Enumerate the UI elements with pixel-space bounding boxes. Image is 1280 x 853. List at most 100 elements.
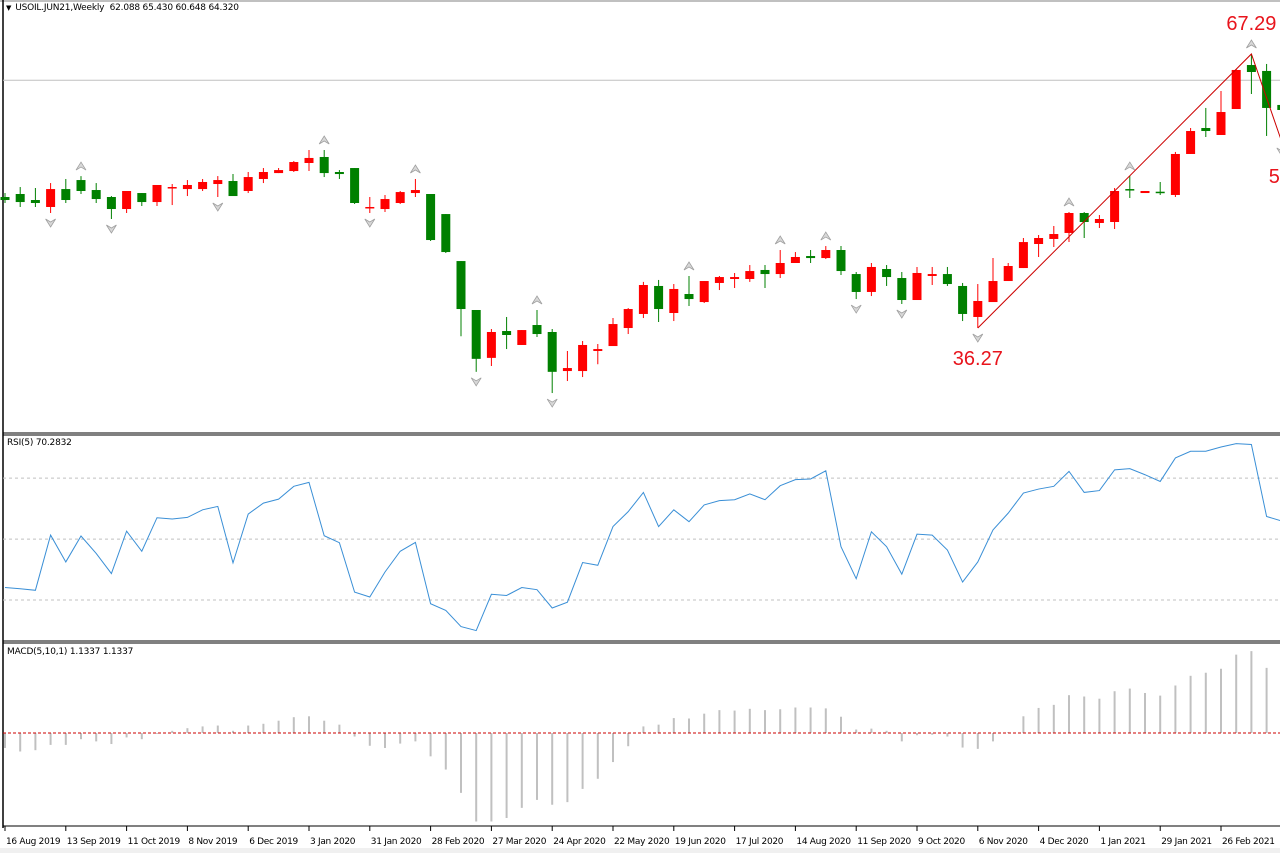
candle-body: [973, 300, 983, 317]
candle[interactable]: [1094, 215, 1104, 229]
candle[interactable]: [578, 341, 588, 378]
candle[interactable]: [1216, 90, 1226, 135]
candle[interactable]: [1186, 128, 1196, 154]
candle[interactable]: [61, 178, 71, 204]
candle[interactable]: [942, 266, 952, 286]
time-tick-label: 19 Jun 2020: [675, 837, 726, 847]
candle[interactable]: [243, 172, 253, 194]
candle-body: [745, 271, 755, 279]
price-panel[interactable]: 36.27 67.29 57.: [0, 13, 1280, 408]
candle[interactable]: [502, 316, 512, 350]
candle[interactable]: [547, 328, 557, 394]
candle[interactable]: [0, 193, 10, 204]
candle[interactable]: [334, 170, 344, 179]
candle-body: [1140, 190, 1150, 194]
candle[interactable]: [866, 262, 876, 297]
candle[interactable]: [1140, 190, 1150, 194]
candle[interactable]: [319, 150, 329, 178]
candle[interactable]: [486, 328, 496, 367]
candle[interactable]: [760, 265, 770, 288]
candle[interactable]: [76, 176, 86, 195]
candle[interactable]: [152, 184, 162, 207]
candle[interactable]: [410, 178, 420, 198]
candle[interactable]: [882, 265, 892, 286]
candle[interactable]: [46, 183, 56, 213]
triangle-down-icon[interactable]: ▼: [6, 4, 12, 12]
candle[interactable]: [91, 183, 101, 204]
candle[interactable]: [608, 318, 618, 347]
candle[interactable]: [714, 275, 724, 291]
candle[interactable]: [182, 180, 192, 197]
candle[interactable]: [1110, 187, 1120, 229]
candle-body: [1216, 112, 1226, 135]
candle[interactable]: [471, 309, 481, 372]
candle[interactable]: [30, 187, 40, 207]
candle[interactable]: [927, 266, 937, 285]
candle[interactable]: [1231, 68, 1241, 110]
candle[interactable]: [638, 281, 648, 319]
candle[interactable]: [1170, 151, 1180, 198]
candle[interactable]: [213, 176, 223, 198]
candle[interactable]: [106, 196, 116, 220]
candle[interactable]: [258, 168, 268, 184]
candle[interactable]: [821, 246, 831, 260]
macd-panel[interactable]: [3, 651, 1280, 822]
time-tick-label: 8 Nov 2019: [188, 837, 237, 847]
candle[interactable]: [350, 168, 360, 204]
candle[interactable]: [395, 190, 405, 204]
candle-body: [608, 324, 618, 347]
candle[interactable]: [137, 193, 147, 207]
candle[interactable]: [167, 184, 177, 206]
ohlc-readout: 62.088 65.430 60.648 64.320: [109, 3, 239, 13]
candle[interactable]: [745, 265, 755, 282]
candle[interactable]: [790, 252, 800, 263]
candle[interactable]: [730, 272, 740, 288]
candle[interactable]: [274, 168, 284, 174]
candle[interactable]: [897, 272, 907, 304]
candle[interactable]: [1277, 90, 1280, 142]
candle[interactable]: [988, 258, 998, 303]
candle[interactable]: [669, 284, 679, 322]
candle[interactable]: [122, 190, 132, 213]
candle[interactable]: [532, 309, 542, 338]
candle[interactable]: [1049, 225, 1059, 248]
candle[interactable]: [15, 187, 25, 207]
candle[interactable]: [958, 282, 968, 322]
candle[interactable]: [1125, 176, 1135, 198]
candle[interactable]: [198, 178, 208, 191]
candle[interactable]: [775, 250, 785, 279]
candle[interactable]: [973, 284, 983, 329]
candle[interactable]: [562, 350, 572, 382]
candle[interactable]: [851, 272, 861, 300]
candle[interactable]: [1079, 212, 1089, 238]
candle[interactable]: [806, 250, 816, 263]
candle[interactable]: [1262, 63, 1272, 136]
candle[interactable]: [304, 150, 314, 172]
candle-body: [851, 274, 861, 292]
candle[interactable]: [228, 174, 238, 197]
candle[interactable]: [380, 194, 390, 213]
candle[interactable]: [1018, 237, 1028, 269]
candle[interactable]: [1003, 262, 1013, 282]
candle[interactable]: [456, 261, 466, 337]
candle[interactable]: [517, 330, 527, 345]
rsi-panel[interactable]: [3, 443, 1280, 632]
candle[interactable]: [623, 308, 633, 335]
candle[interactable]: [684, 275, 694, 307]
candle[interactable]: [289, 161, 299, 173]
candle[interactable]: [654, 279, 664, 323]
candle[interactable]: [1246, 53, 1256, 94]
candle[interactable]: [365, 197, 375, 213]
candle-body: [562, 368, 572, 372]
candle[interactable]: [1201, 107, 1211, 138]
candle-body: [289, 162, 299, 172]
candle[interactable]: [1034, 234, 1044, 257]
candle[interactable]: [699, 281, 709, 304]
candle[interactable]: [593, 344, 603, 365]
candle[interactable]: [426, 194, 436, 242]
candle[interactable]: [836, 246, 846, 276]
candle[interactable]: [1155, 181, 1165, 195]
candle[interactable]: [912, 266, 922, 301]
candle[interactable]: [441, 214, 451, 254]
